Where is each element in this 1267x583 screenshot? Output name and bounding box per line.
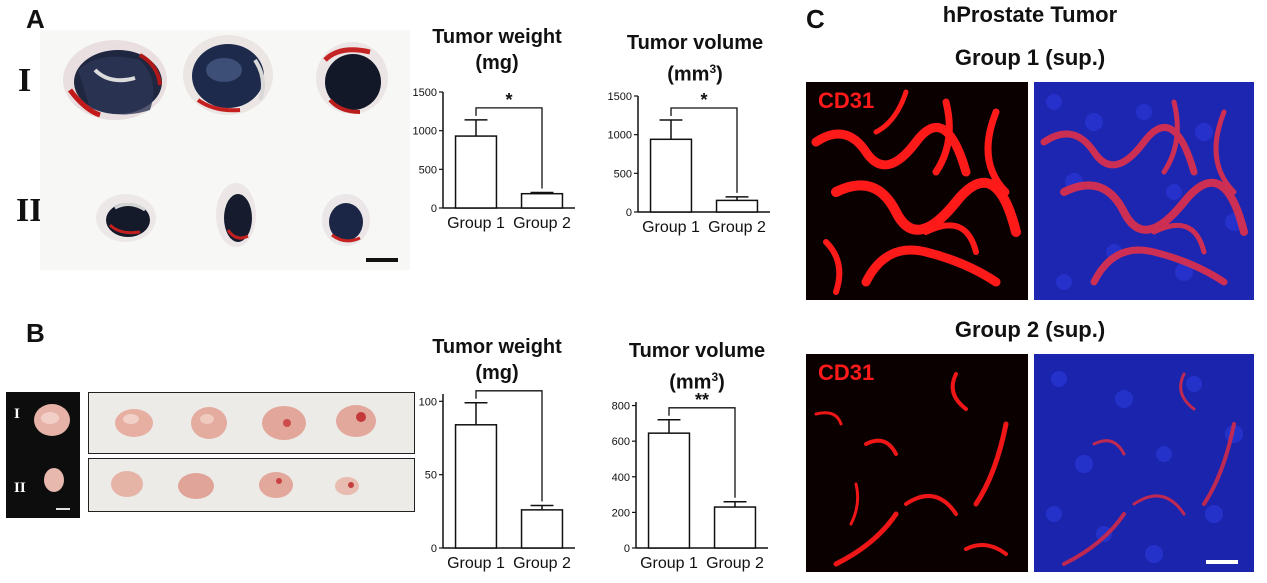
y-tick-label: 1000 <box>413 126 437 138</box>
bar-1 <box>454 135 498 209</box>
category-label-1: Group 1 <box>640 555 698 572</box>
y-tick-label: 400 <box>612 472 630 484</box>
significance-bracket <box>670 107 738 193</box>
bar-1 <box>454 424 498 549</box>
chart-a-weight: 0 500 1000 1500 Group 1 Group 2 * <box>413 87 575 232</box>
chart-a-volume: 0 500 1000 1500 Group 1 Group 2 * <box>608 90 770 236</box>
significance-bracket <box>475 390 543 502</box>
y-tick-label: 50 <box>425 470 437 482</box>
chart-b-volume-title: Tumor volume (mm3) <box>612 338 782 396</box>
y-tick-label: 500 <box>419 164 437 176</box>
panel-a-tumor-photos <box>40 30 410 270</box>
chart-b-weight: 0 50 100 Group 1 Group 2 ** <box>419 384 575 572</box>
category-label-2: Group 2 <box>706 555 764 572</box>
group1-cd31-micrograph: CD31 <box>806 82 1028 300</box>
tumor-a4 <box>96 194 156 242</box>
panel-a-row-1-label: I <box>18 62 32 99</box>
panel-a-row-2-label: II <box>16 192 43 229</box>
chart-b-volume: 0 200 400 600 800 Group 1 Group 2 ** <box>612 392 768 572</box>
group2-merged-micrograph <box>1034 354 1254 572</box>
tumor-a5 <box>216 183 256 247</box>
y-tick-label: 100 <box>419 396 437 408</box>
bar-2 <box>520 192 564 209</box>
panel-b-row-1-photo <box>88 392 415 454</box>
tumor-a3 <box>316 42 388 114</box>
panel-c-scale-bar <box>1206 560 1238 564</box>
tumor-a6 <box>322 194 370 246</box>
chart-b-weight-title-line1: Tumor weight <box>432 336 562 358</box>
panel-a-label: A <box>26 4 45 34</box>
group2-cd31-micrograph: CD31 <box>806 354 1028 572</box>
chart-b-weight-title-line2: (mg) <box>475 362 519 384</box>
bar-2 <box>713 506 757 549</box>
category-label-1: Group 1 <box>642 219 700 236</box>
tumor-a2 <box>183 35 273 115</box>
panel-b-row-1-label: I <box>14 406 20 422</box>
significance-marker: ** <box>502 384 516 393</box>
y-tick-label: 0 <box>431 203 437 215</box>
panel-c-group1-caption: Group 1 (sup.) <box>954 45 1106 70</box>
y-tick-label: 0 <box>626 207 632 219</box>
y-tick-label: 0 <box>624 543 630 555</box>
chart-a-weight-title-line1: Tumor weight <box>432 26 562 48</box>
bar-2 <box>520 509 564 549</box>
significance-bracket <box>668 407 736 498</box>
panel-b-row-2-photo <box>88 458 415 512</box>
y-tick-label: 200 <box>612 507 630 519</box>
significance-marker: * <box>505 90 512 110</box>
panel-c-group2-caption: Group 2 (sup.) <box>954 317 1106 342</box>
category-label-2: Group 2 <box>708 219 766 236</box>
chart-a-volume-title: Tumor volume (mm3) <box>610 30 780 88</box>
panel-b-single-tumor-photo: I II <box>6 392 80 518</box>
group1-cd31-label: CD31 <box>818 88 875 113</box>
group2-cd31-label: CD31 <box>818 360 875 385</box>
category-label-1: Group 1 <box>447 215 505 232</box>
panel-c-title: hProstate Tumor <box>942 2 1118 27</box>
chart-b-volume-title-line2: (mm3) <box>669 370 725 394</box>
significance-bracket <box>475 107 543 189</box>
group1-merged-micrograph <box>1034 82 1254 300</box>
bar-2 <box>715 199 759 213</box>
chart-a-weight-title: Tumor weight (mg) <box>412 24 582 76</box>
y-tick-label: 600 <box>612 436 630 448</box>
bar-1 <box>649 138 693 213</box>
category-label-1: Group 1 <box>447 555 505 572</box>
y-tick-label: 1500 <box>608 91 632 103</box>
chart-a-volume-title-line2: (mm3) <box>667 62 723 86</box>
y-tick-label: 1000 <box>608 130 632 142</box>
y-tick-label: 800 <box>612 401 630 413</box>
panel-b-row-2-label: II <box>14 480 26 496</box>
panel-a-scale-bar <box>366 258 398 262</box>
chart-b-volume-title-line1: Tumor volume <box>628 340 766 362</box>
significance-marker: ** <box>695 392 709 410</box>
chart-a-volume-title-line1: Tumor volume <box>626 32 764 54</box>
y-tick-label: 500 <box>614 168 632 180</box>
category-label-2: Group 2 <box>513 215 571 232</box>
significance-marker: * <box>700 90 707 110</box>
y-tick-label: 1500 <box>413 87 437 99</box>
chart-a-weight-title-line2: (mg) <box>475 52 519 74</box>
panel-c-label: C <box>806 4 825 34</box>
panel-b-label: B <box>26 318 45 348</box>
y-tick-label: 0 <box>431 543 437 555</box>
chart-b-weight-title: Tumor weight (mg) <box>412 334 582 386</box>
tumor-a1 <box>63 40 167 120</box>
bar-1 <box>647 432 691 549</box>
category-label-2: Group 2 <box>513 555 571 572</box>
